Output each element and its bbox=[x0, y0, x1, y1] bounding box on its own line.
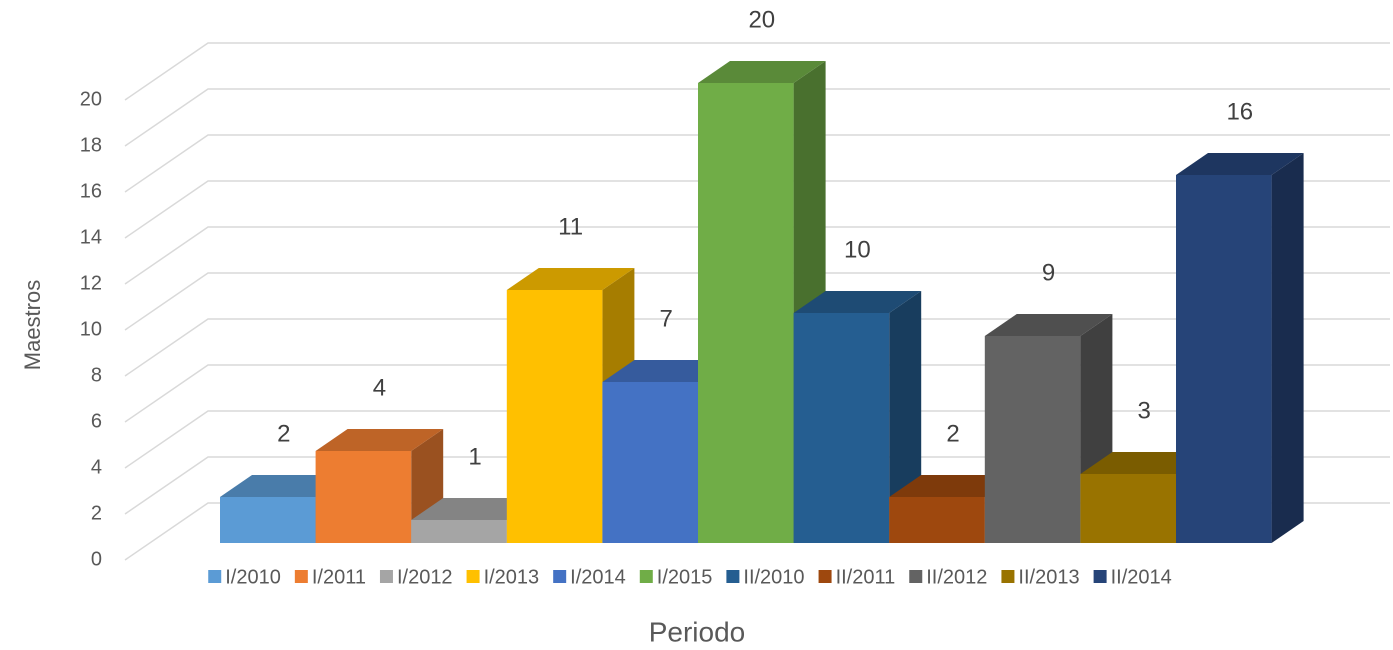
y-tick-label: 20 bbox=[80, 88, 102, 110]
bar bbox=[889, 497, 985, 543]
legend-swatch bbox=[639, 570, 653, 583]
grid-line bbox=[124, 88, 1390, 147]
data-label: 11 bbox=[558, 213, 583, 240]
bar bbox=[1080, 474, 1176, 543]
grid-line bbox=[124, 318, 1390, 377]
bar-top bbox=[793, 291, 922, 313]
legend-label: I/2010 bbox=[225, 566, 281, 588]
bar bbox=[602, 382, 698, 543]
bar bbox=[984, 336, 1081, 543]
legend-swatch bbox=[294, 570, 308, 583]
bar bbox=[315, 451, 412, 543]
data-label: 20 bbox=[748, 6, 775, 33]
data-label: 3 bbox=[1138, 397, 1151, 424]
grid-line bbox=[124, 272, 1390, 331]
bar bbox=[793, 313, 890, 543]
legend-label: II/2011 bbox=[836, 566, 896, 588]
legend-swatch bbox=[379, 570, 393, 583]
y-tick-label: 10 bbox=[80, 318, 102, 340]
legend-label: I/2014 bbox=[570, 566, 626, 588]
grid-line bbox=[124, 42, 1390, 101]
bar bbox=[1176, 175, 1272, 543]
legend-label: II/2013 bbox=[1018, 566, 1079, 588]
y-tick-label: 0 bbox=[91, 548, 102, 570]
data-label: 10 bbox=[844, 236, 871, 263]
bar-side bbox=[889, 291, 922, 543]
legend-label: II/2014 bbox=[1111, 566, 1172, 588]
bar bbox=[698, 83, 794, 543]
bar bbox=[220, 497, 316, 543]
data-label: 2 bbox=[946, 420, 959, 447]
data-label: 16 bbox=[1226, 98, 1253, 125]
data-label: 1 bbox=[468, 443, 481, 470]
y-tick-label: 2 bbox=[91, 502, 102, 524]
bar-side bbox=[1271, 153, 1304, 543]
data-label: 2 bbox=[277, 420, 290, 447]
y-tick-label: 8 bbox=[91, 364, 102, 386]
y-tick-label: 14 bbox=[80, 226, 102, 248]
legend-swatch bbox=[1001, 570, 1015, 583]
legend-label: I/2015 bbox=[657, 566, 713, 588]
bar-top bbox=[984, 314, 1113, 336]
legend-swatch bbox=[553, 570, 567, 583]
y-tick-label: 4 bbox=[91, 456, 102, 478]
data-label: 9 bbox=[1042, 259, 1055, 286]
legend-label: I/2013 bbox=[484, 566, 540, 588]
bar-top bbox=[506, 268, 635, 290]
legend-label: II/2010 bbox=[743, 566, 804, 588]
bar bbox=[506, 290, 603, 543]
grid-line bbox=[124, 134, 1390, 193]
legend-swatch bbox=[466, 570, 480, 583]
y-tick-label: 12 bbox=[80, 272, 102, 294]
bar-top bbox=[698, 61, 826, 83]
bar-top bbox=[1176, 153, 1304, 175]
legend-swatch bbox=[1093, 570, 1107, 583]
legend-swatch bbox=[208, 570, 222, 583]
y-axis-title: Maestros bbox=[20, 280, 45, 370]
y-tick-label: 6 bbox=[91, 410, 102, 432]
x-axis-title: Periodo bbox=[649, 616, 746, 647]
bar bbox=[411, 520, 507, 543]
legend-swatch bbox=[818, 570, 832, 583]
bar-top bbox=[315, 429, 444, 451]
legend-label: I/2011 bbox=[312, 566, 366, 588]
legend-label: I/2012 bbox=[397, 566, 453, 588]
legend-label: II/2012 bbox=[926, 566, 987, 588]
grid-line bbox=[124, 226, 1390, 285]
legend-swatch bbox=[726, 570, 740, 583]
legend-swatch bbox=[909, 570, 923, 583]
y-tick-label: 16 bbox=[80, 180, 102, 202]
y-tick-label: 18 bbox=[80, 134, 102, 156]
grid-line bbox=[124, 180, 1390, 239]
data-label: 4 bbox=[373, 374, 386, 401]
data-label: 7 bbox=[660, 305, 673, 332]
